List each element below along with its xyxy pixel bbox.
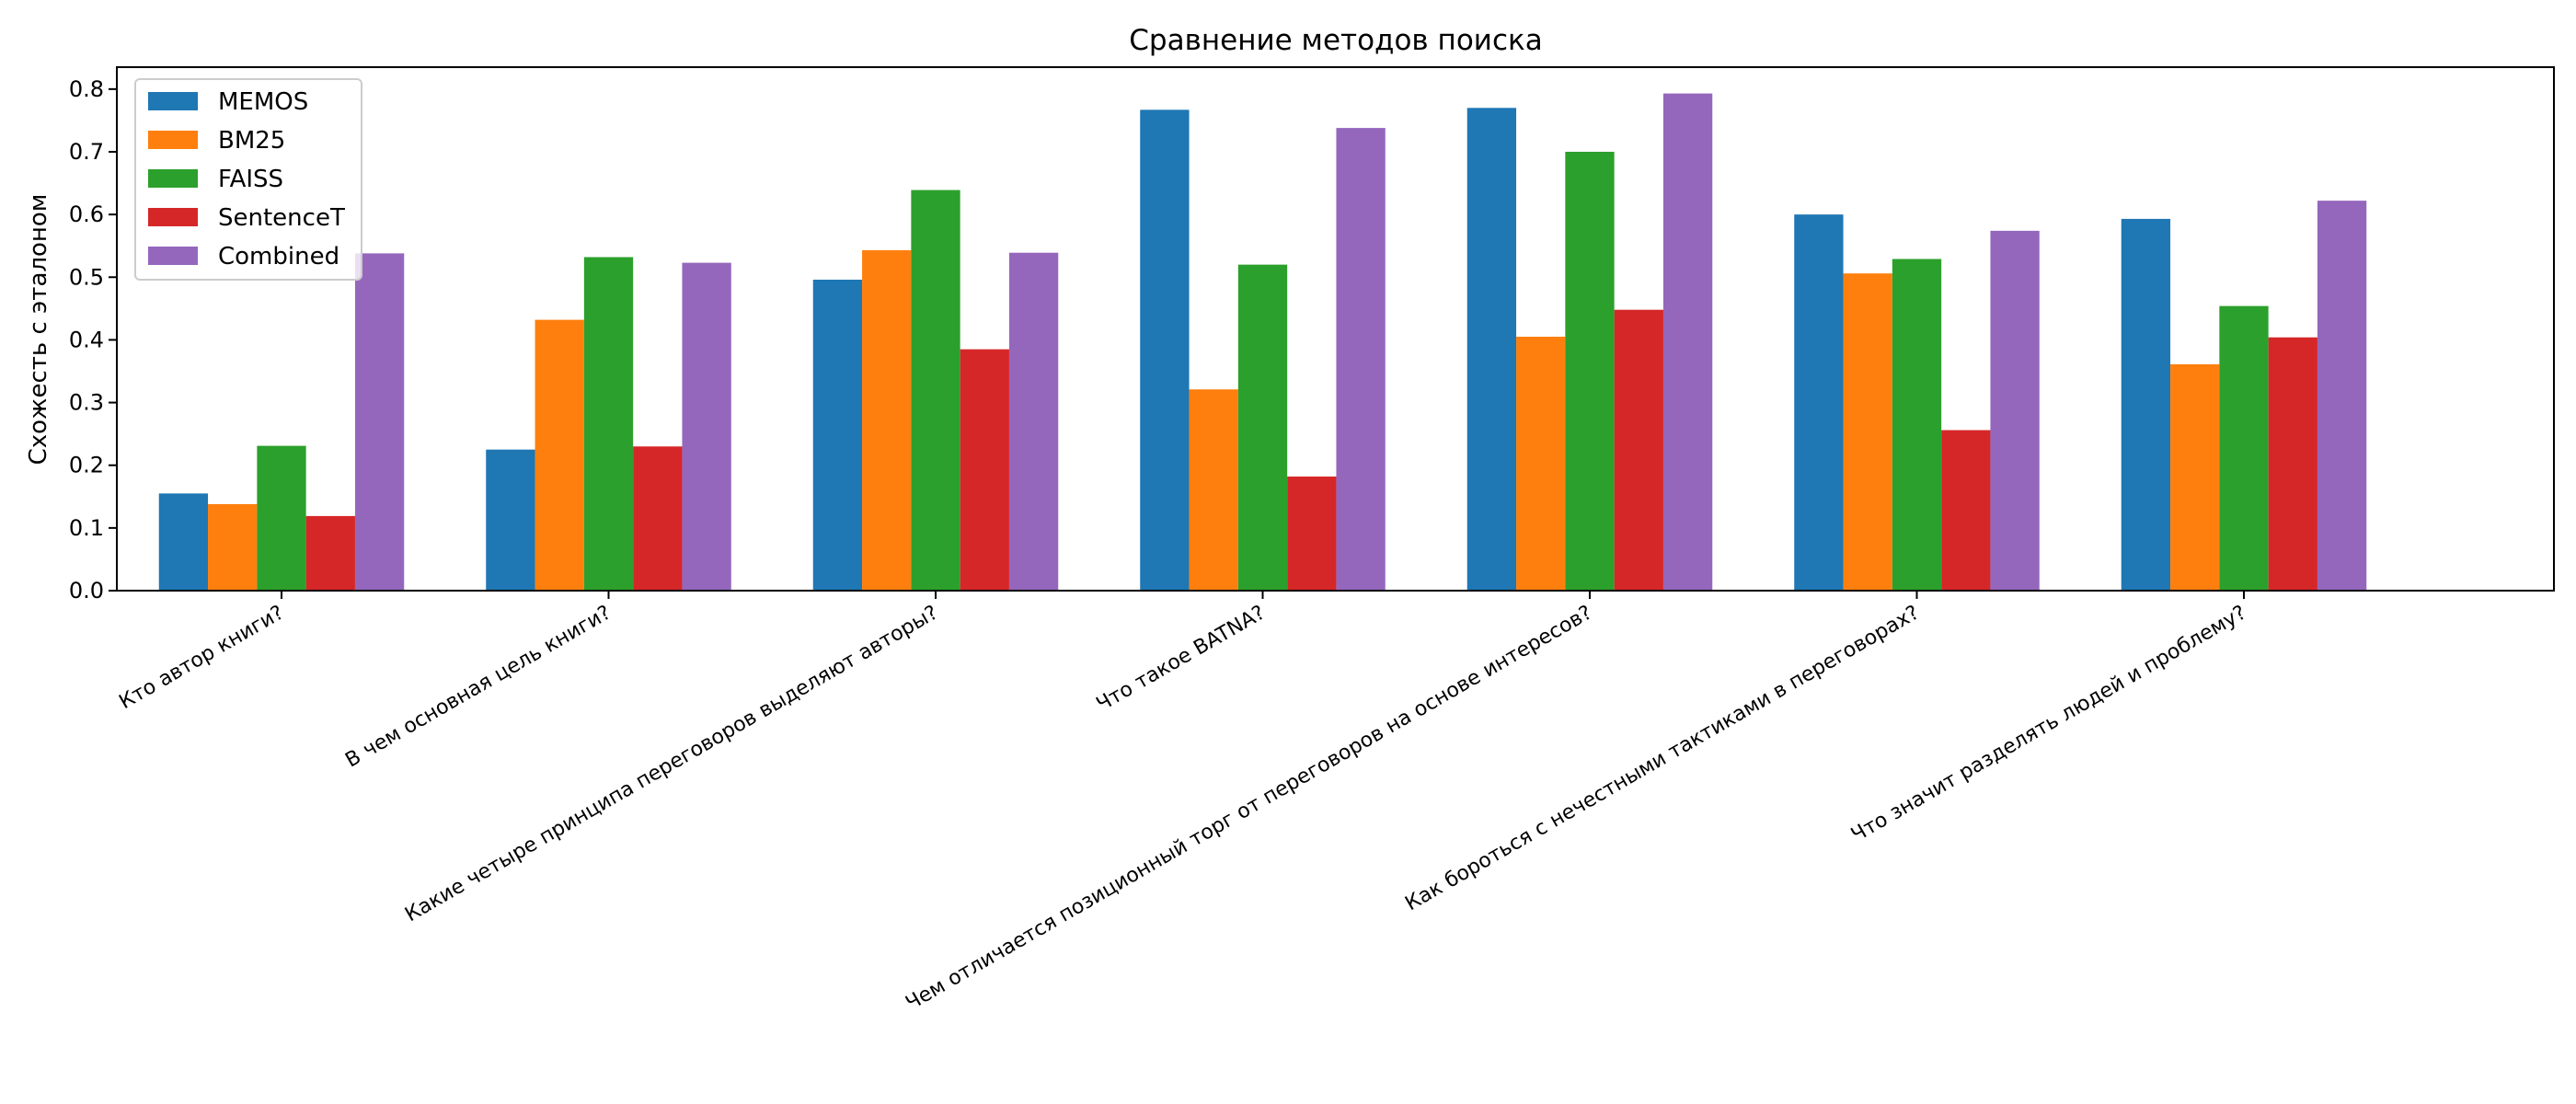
bar-sentencet-7 xyxy=(2268,337,2317,591)
bar-faiss-5 xyxy=(1565,151,1615,592)
bar-bm25-4 xyxy=(1189,389,1238,591)
bar-faiss-3 xyxy=(911,190,960,591)
legend-box xyxy=(134,78,362,281)
bar-sentencet-6 xyxy=(1941,430,1991,591)
bar-bm25-1 xyxy=(208,503,258,591)
bar-bm25-7 xyxy=(2170,364,2220,591)
bar-combined-3 xyxy=(1008,252,1059,591)
y-tick-label: 0.4 xyxy=(69,327,104,352)
bar-bm25-5 xyxy=(1516,337,1566,591)
y-tick-label: 0.3 xyxy=(69,390,104,416)
y-tick-label: 0.1 xyxy=(69,515,104,541)
bar-faiss-6 xyxy=(1892,259,1942,591)
bar-sentencet-3 xyxy=(960,349,1009,591)
bar-combined-4 xyxy=(1336,128,1386,591)
y-tick-label: 0.2 xyxy=(69,453,104,478)
bar-memos-4 xyxy=(1140,109,1190,592)
legend-swatch-combined xyxy=(148,247,198,265)
y-tick-label: 0.6 xyxy=(69,201,104,227)
y-axis-label: Схожесть с эталоном xyxy=(25,194,52,466)
bar-sentencet-2 xyxy=(633,446,683,591)
bar-bm25-2 xyxy=(535,319,584,591)
bar-memos-2 xyxy=(486,449,535,591)
bar-memos-3 xyxy=(812,280,863,591)
bar-bm25-6 xyxy=(1843,273,1892,591)
legend-label-faiss: FAISS xyxy=(218,166,283,193)
bar-sentencet-4 xyxy=(1287,476,1337,591)
y-axis: 0.0 0.1 0.2 0.3 0.4 0.5 0.6 0.7 0.8 xyxy=(69,76,117,604)
plot-area-frame xyxy=(116,66,2555,592)
legend-label-sentencet: SentenceT xyxy=(218,204,345,232)
bar-memos-1 xyxy=(158,493,209,591)
legend-swatch-bm25 xyxy=(148,131,198,149)
y-tick-label: 0.0 xyxy=(69,578,104,604)
bar-combined-2 xyxy=(682,262,731,591)
bar-memos-7 xyxy=(2121,218,2171,591)
legend-swatch-memos xyxy=(148,92,198,110)
legend-swatch-sentencet xyxy=(148,208,198,226)
y-tick-label: 0.8 xyxy=(69,76,104,102)
legend-label-combined: Combined xyxy=(218,243,339,270)
bar-memos-5 xyxy=(1466,108,1517,592)
y-tick-label: 0.7 xyxy=(69,139,104,165)
bar-sentencet-1 xyxy=(305,515,355,591)
bar-faiss-1 xyxy=(257,445,306,591)
bar-faiss-4 xyxy=(1237,264,1288,591)
bar-combined-7 xyxy=(2317,201,2367,591)
bar-combined-6 xyxy=(1990,230,2040,592)
chart-title: Сравнение методов поиска xyxy=(1129,24,1542,57)
bars-group xyxy=(158,93,2367,592)
bar-sentencet-5 xyxy=(1614,309,1663,591)
y-tick-label: 0.5 xyxy=(69,264,104,290)
bar-bm25-3 xyxy=(862,249,912,591)
legend: MEMOS BM25 FAISS SentenceT Combined xyxy=(134,78,362,281)
legend-swatch-faiss xyxy=(148,169,198,188)
legend-label-memos: MEMOS xyxy=(218,88,308,116)
bar-combined-1 xyxy=(354,253,405,591)
bar-faiss-7 xyxy=(2219,305,2269,591)
bar-faiss-2 xyxy=(583,257,634,591)
bar-memos-6 xyxy=(1794,214,1844,591)
legend-label-bm25: BM25 xyxy=(218,127,285,155)
bar-combined-5 xyxy=(1662,93,1713,592)
